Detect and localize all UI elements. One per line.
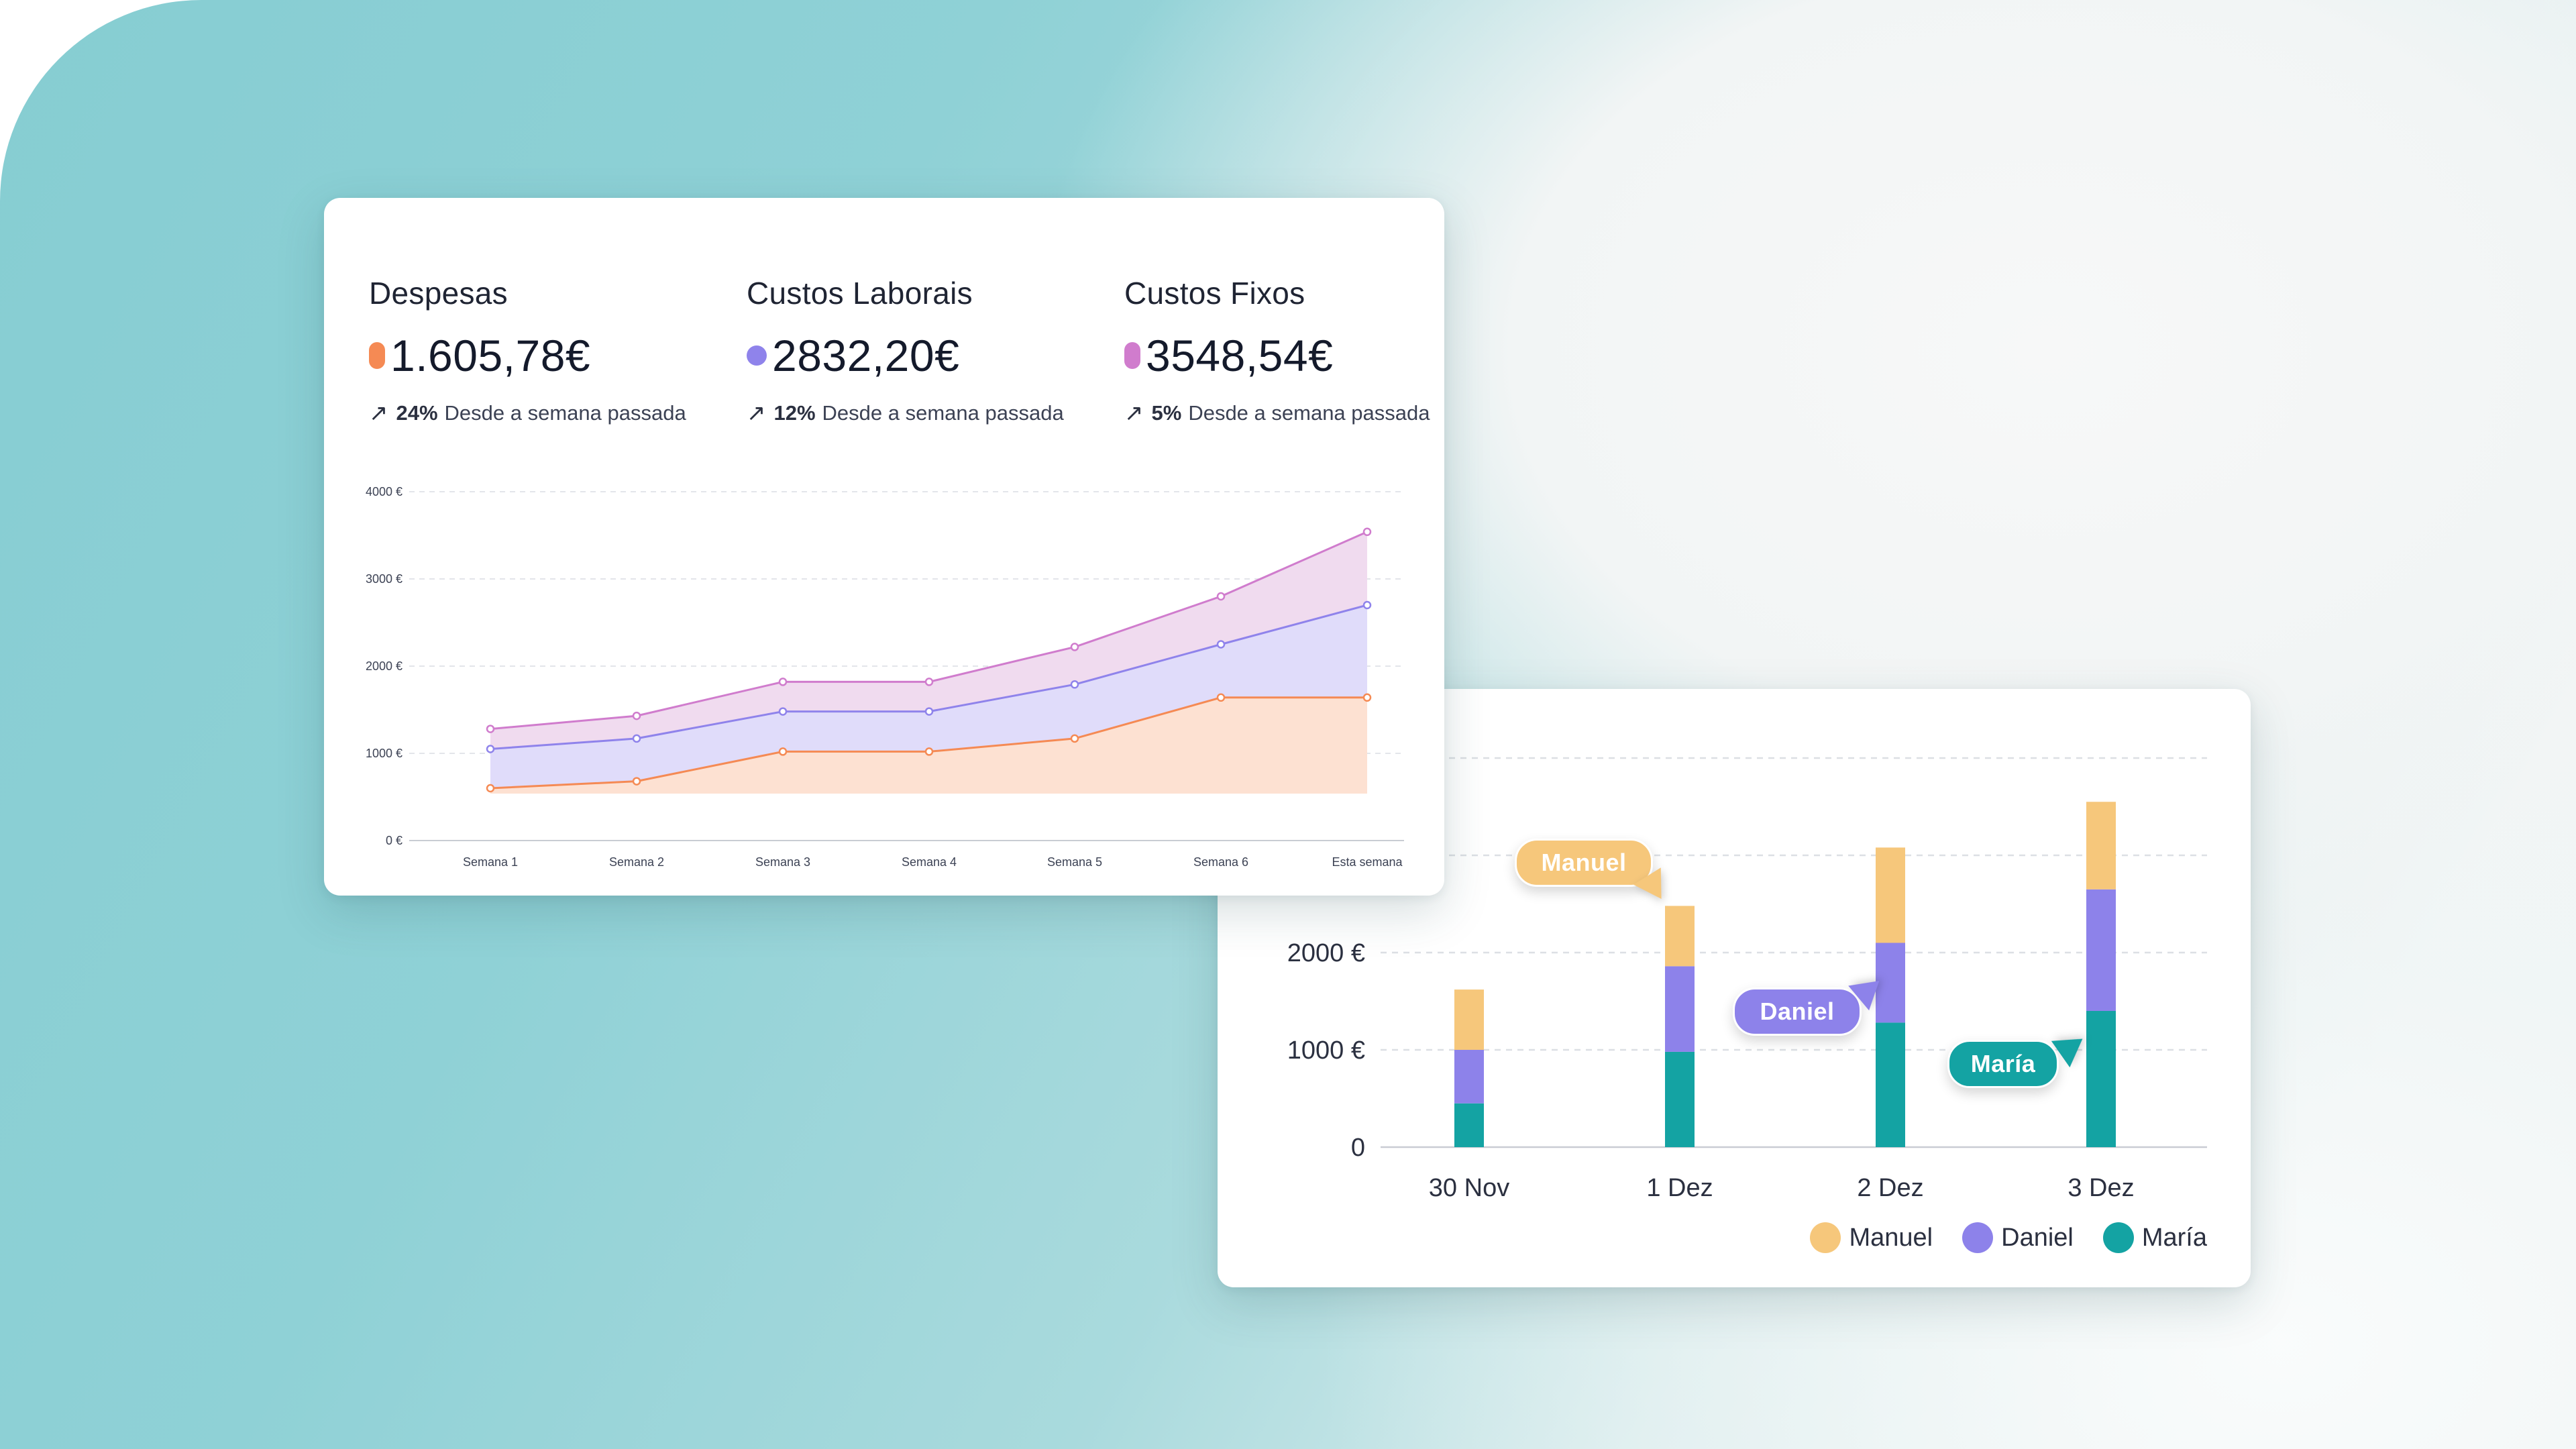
bar-segment-daniel <box>1876 943 1905 1023</box>
kpi-change-text: Desde a semana passada <box>1188 401 1430 425</box>
cost-overview-card: Despesas 1.605,78€ ↗ 24% Desde a semana … <box>324 198 1444 896</box>
data-point-custos-laborais <box>1070 680 1079 689</box>
bar-segment-daniel <box>2086 889 2116 1011</box>
data-point-custos-fixos <box>1362 527 1372 537</box>
data-point-custos-laborais <box>1362 600 1372 610</box>
bar-segment-manuel <box>1454 989 1484 1050</box>
kpi-title: Despesas <box>369 276 508 311</box>
bar-segment-maria <box>1876 1022 1905 1147</box>
kpi-change: ↗ 5% Desde a semana passada <box>1124 400 1444 427</box>
legend-label: Manuel <box>1849 1223 1933 1252</box>
trend-up-arrow-icon: ↗ <box>747 400 766 426</box>
bar-segment-maria <box>1665 1051 1695 1147</box>
data-point-custos-fixos <box>486 724 495 733</box>
trend-up-arrow-icon: ↗ <box>1124 400 1144 426</box>
y-tick-label: 3000 € <box>366 572 402 586</box>
bar-segment-maria <box>1454 1103 1484 1147</box>
data-point-custos-laborais <box>1216 640 1226 649</box>
stacked-bar-chart: 0 1000 € 2000 € 30 Nov 1 Dez 2 Dez 3 Dez <box>1287 757 2207 1202</box>
kpi-change-text: Desde a semana passada <box>822 401 1064 425</box>
data-point-custos-fixos <box>778 678 788 686</box>
kpi-value: 3548,54€ <box>1146 331 1334 380</box>
legend-swatch-manuel <box>1810 1222 1841 1253</box>
weekly-cost-area-chart: 0 € 1000 € 2000 € 3000 € 4000 € Semana 1 Seman… <box>366 485 1404 869</box>
kpi-custos-fixos: Custos Fixos 3548,54€ ↗ 5% Desde a seman… <box>1124 275 1444 427</box>
bar-segment-maria <box>2086 1011 2116 1147</box>
kpi-title: Custos Laborais <box>747 276 973 311</box>
bar-segment-daniel <box>1665 966 1695 1052</box>
data-point-custos-fixos <box>924 678 934 686</box>
x-tick-label: 30 Nov <box>1429 1174 1509 1202</box>
bar-segment-manuel <box>1665 906 1695 967</box>
area-fill-despesas <box>490 697 1367 794</box>
trend-up-arrow-icon: ↗ <box>369 400 388 426</box>
bar-segment-manuel <box>2086 802 2116 890</box>
kpi-value: 2832,20€ <box>772 331 960 380</box>
legend-label: Daniel <box>2001 1223 2074 1252</box>
x-tick-label: 3 Dez <box>2068 1174 2134 1202</box>
kpi-dot-icon <box>747 345 767 366</box>
legend-item-maria[interactable]: María <box>2102 1222 2207 1253</box>
x-tick-label: Semana 1 <box>463 855 518 869</box>
x-tick-label: Semana 2 <box>609 855 664 869</box>
callout-manuel: Manuel <box>1515 839 1653 887</box>
callout-daniel: Daniel <box>1733 987 1862 1036</box>
data-point-despesas <box>1216 693 1226 702</box>
x-tick-label: Semana 6 <box>1193 855 1248 869</box>
legend-swatch-maria <box>2102 1222 2134 1253</box>
data-point-despesas <box>1070 734 1079 743</box>
kpi-dot-icon <box>369 342 385 369</box>
bar-chart-legend: Manuel Daniel María <box>1780 1222 2207 1253</box>
x-tick-label: 1 Dez <box>1646 1174 1713 1202</box>
kpi-value: 1.605,78€ <box>390 331 591 380</box>
kpi-change-pct: 24% <box>396 401 438 425</box>
x-tick-label: 2 Dez <box>1857 1174 1923 1202</box>
y-tick-label: 1000 € <box>366 747 402 760</box>
legend-swatch-daniel <box>1962 1222 1994 1253</box>
data-point-despesas <box>924 747 934 756</box>
kpi-change: ↗ 24% Desde a semana passada <box>369 400 745 427</box>
data-point-custos-laborais <box>924 707 934 716</box>
data-point-custos-fixos <box>632 711 641 720</box>
data-point-despesas <box>486 784 495 793</box>
data-point-custos-fixos <box>1070 643 1079 651</box>
y-tick-label: 0 <box>1351 1134 1365 1162</box>
data-point-custos-laborais <box>486 745 495 753</box>
y-tick-label: 0 € <box>386 834 402 847</box>
y-tick-label: 4000 € <box>366 485 402 498</box>
callout-maria: María <box>1947 1040 2059 1088</box>
data-point-despesas <box>778 747 788 756</box>
kpi-custos-laborais: Custos Laborais 2832,20€ ↗ 12% Desde a s… <box>747 275 1122 427</box>
legend-item-manuel[interactable]: Manuel <box>1810 1222 1933 1253</box>
kpi-dot-icon <box>1124 342 1140 369</box>
y-tick-label: 1000 € <box>1287 1036 1365 1065</box>
y-tick-label: 2000 € <box>366 659 402 673</box>
data-point-custos-laborais <box>632 734 641 743</box>
x-tick-label: Semana 3 <box>755 855 810 869</box>
legend-label: María <box>2141 1223 2207 1252</box>
legend-item-daniel[interactable]: Daniel <box>1962 1222 2074 1253</box>
kpi-despesas: Despesas 1.605,78€ ↗ 24% Desde a semana … <box>369 275 745 427</box>
bar-segment-daniel <box>1454 1050 1484 1104</box>
kpi-change-pct: 5% <box>1151 401 1182 425</box>
bar-segment-manuel <box>1876 847 1905 943</box>
x-tick-label: Esta semana <box>1332 855 1403 869</box>
data-point-custos-laborais <box>778 707 788 716</box>
y-tick-label: 2000 € <box>1287 939 1365 967</box>
data-point-despesas <box>1362 693 1372 702</box>
data-point-custos-fixos <box>1216 592 1226 601</box>
kpi-title: Custos Fixos <box>1124 276 1305 311</box>
x-tick-label: Semana 4 <box>902 855 957 869</box>
kpi-change-pct: 12% <box>773 401 816 425</box>
x-tick-label: Semana 5 <box>1047 855 1102 869</box>
data-point-despesas <box>632 777 641 786</box>
kpi-change: ↗ 12% Desde a semana passada <box>747 400 1122 427</box>
kpi-change-text: Desde a semana passada <box>444 401 686 425</box>
